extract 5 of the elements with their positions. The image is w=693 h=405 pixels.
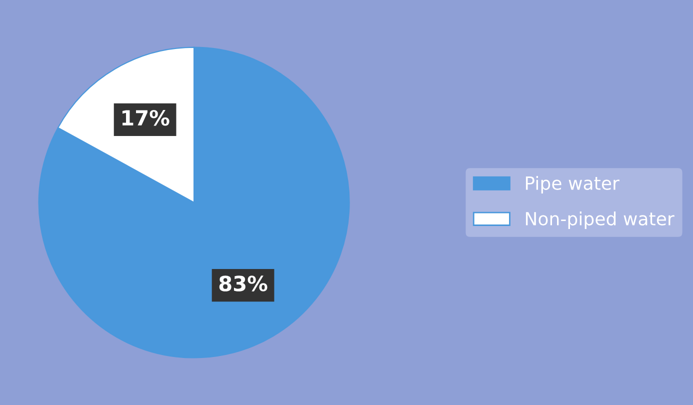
- pie-slice: [38, 46, 350, 358]
- data-label: 83%: [219, 276, 268, 292]
- legend-label: Pipe water: [526, 176, 620, 194]
- data-label: 17%: [122, 110, 170, 126]
- legend-label: Non-piped water: [526, 212, 674, 229]
